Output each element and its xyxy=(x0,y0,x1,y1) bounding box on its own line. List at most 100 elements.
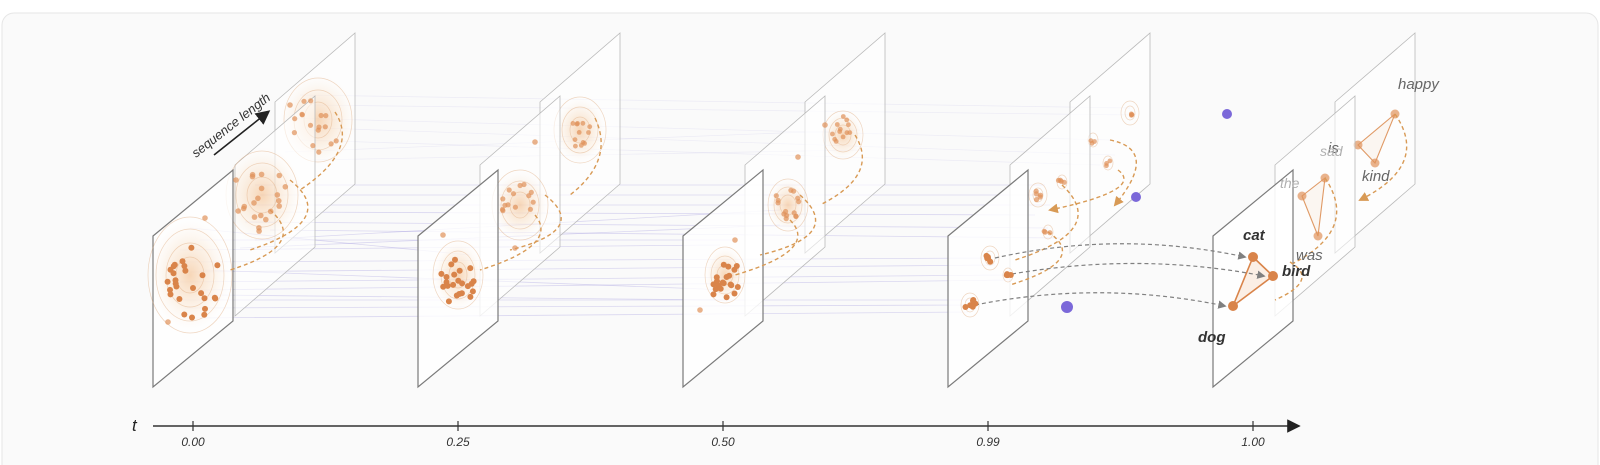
token-point xyxy=(276,172,283,179)
word-dog: dog xyxy=(1198,329,1226,346)
token-point xyxy=(263,216,269,223)
token-point xyxy=(962,304,969,310)
token-point xyxy=(725,263,732,270)
token-point xyxy=(241,203,248,210)
transition-arrow xyxy=(1011,262,1266,279)
token-point xyxy=(575,121,580,126)
token-point xyxy=(586,130,591,135)
token-point xyxy=(459,280,466,287)
token-point xyxy=(499,206,506,213)
token-point xyxy=(316,124,322,130)
token-point xyxy=(467,265,474,272)
token-point xyxy=(201,311,208,318)
token-point xyxy=(444,282,451,289)
token-point xyxy=(212,295,219,302)
token-point xyxy=(458,290,465,297)
mask-token-dot xyxy=(1131,192,1141,202)
token-point xyxy=(833,139,839,144)
token-point xyxy=(291,130,297,136)
token-point xyxy=(573,143,578,149)
token-point xyxy=(171,261,178,268)
token-point xyxy=(717,285,724,292)
mask-token-dot xyxy=(1061,301,1073,313)
token-point xyxy=(249,171,256,178)
token-point xyxy=(328,141,334,147)
token-point xyxy=(510,191,517,197)
token-point xyxy=(448,261,455,268)
token-point xyxy=(572,137,578,143)
token-point xyxy=(202,215,208,221)
token-point xyxy=(795,154,801,160)
token-point xyxy=(719,279,726,286)
token-point xyxy=(512,204,519,210)
token-point xyxy=(844,117,850,123)
token-point xyxy=(467,293,474,300)
token-point xyxy=(164,278,171,285)
tick-label: 0.25 xyxy=(446,435,470,449)
token-point xyxy=(578,143,584,148)
token-point xyxy=(440,283,447,290)
token-point xyxy=(840,114,846,119)
token-point xyxy=(987,258,994,265)
word-the: the xyxy=(1280,175,1300,191)
transition-arrow xyxy=(994,243,1247,260)
token-point xyxy=(316,149,322,155)
token-point xyxy=(1057,177,1063,183)
token-point xyxy=(440,232,446,238)
stack-t099 xyxy=(947,32,1151,389)
token-point xyxy=(453,292,460,299)
token-point xyxy=(576,130,582,135)
token-point xyxy=(847,130,853,136)
token-point xyxy=(456,267,463,274)
word-sad: sad xyxy=(1320,143,1344,159)
token-point xyxy=(255,195,261,202)
token-point xyxy=(570,121,576,126)
token-point xyxy=(500,196,506,202)
token-points xyxy=(164,98,1135,325)
token-point xyxy=(580,120,586,126)
token-point xyxy=(214,262,221,269)
token-point xyxy=(587,124,593,130)
word-bird: bird xyxy=(1282,263,1311,280)
token-point xyxy=(710,291,717,298)
stack-t100 xyxy=(1212,32,1416,389)
token-point xyxy=(198,290,205,297)
transition-arrow xyxy=(974,292,1227,309)
token-point xyxy=(179,258,186,265)
token-point xyxy=(201,295,208,302)
token-point xyxy=(438,270,445,277)
time-axis: t 0.00 0.25 0.50 0.99 1.00 xyxy=(132,416,1301,449)
token-point xyxy=(308,98,314,104)
token-point xyxy=(1107,158,1113,164)
token-point xyxy=(258,212,264,219)
token-point xyxy=(301,98,307,104)
token-point xyxy=(468,280,475,287)
token-point xyxy=(307,122,314,128)
word-cat: cat xyxy=(1243,227,1266,244)
token-point xyxy=(840,134,846,140)
token-point xyxy=(276,198,282,204)
token-point xyxy=(251,200,257,206)
token-point xyxy=(165,319,171,325)
token-point xyxy=(443,274,450,280)
token-point xyxy=(517,182,523,189)
token-point xyxy=(734,284,741,290)
token-point xyxy=(791,210,797,216)
token-point xyxy=(723,294,730,301)
token-point xyxy=(781,211,787,217)
token-point xyxy=(1047,230,1053,236)
token-point xyxy=(267,208,274,215)
token-point xyxy=(796,199,802,205)
token-point xyxy=(451,271,458,278)
token-point xyxy=(287,102,293,108)
token-point xyxy=(181,311,188,318)
token-point xyxy=(731,290,738,297)
token-point xyxy=(176,296,183,302)
word-was: was xyxy=(1296,247,1323,264)
token-point xyxy=(251,214,258,220)
token-point xyxy=(846,122,851,128)
token-point xyxy=(1004,271,1011,278)
token-point xyxy=(450,281,457,288)
word-happy: happy xyxy=(1398,76,1440,93)
token-point xyxy=(532,139,538,145)
